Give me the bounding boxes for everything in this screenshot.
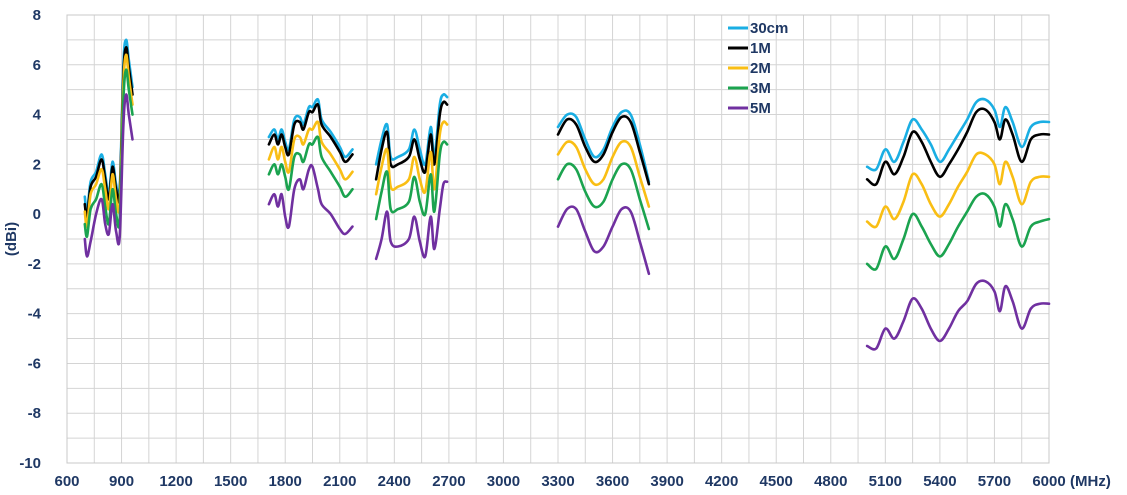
series-line-5m [865, 279, 1051, 351]
plot-area [66, 14, 1050, 464]
x-tick-label: 2100 [323, 473, 356, 490]
x-tick-label: 2400 [378, 473, 411, 490]
legend-label: 5M [750, 100, 771, 117]
y-tick-label: 8 [33, 7, 41, 24]
x-tick-label: 1200 [159, 473, 192, 490]
x-axis-unit-label: (MHz) [1070, 473, 1111, 490]
series-line-2m [83, 53, 134, 229]
y-tick-label: 4 [33, 107, 42, 124]
series-line-3m [267, 135, 354, 198]
y-tick-label: -8 [28, 405, 41, 422]
y-tick-label: 6 [33, 57, 41, 74]
y-tick-label: -4 [28, 306, 42, 323]
y-tick-label: 2 [33, 156, 41, 173]
legend-label: 3M [750, 80, 771, 97]
x-axis-ticks: 600 900 1200 1500 1800 2100 2400 2700 3000 3300 36… [54, 473, 1065, 490]
x-tick-label: 3000 [487, 473, 520, 490]
legend-label: 2M [750, 60, 771, 77]
series-line-2m [556, 139, 651, 208]
series-line-5m [267, 163, 354, 236]
series-line-2m [865, 151, 1051, 229]
x-tick-label: 5100 [869, 473, 902, 490]
series-line-3m [83, 68, 134, 239]
legend-label: 30cm [750, 20, 788, 37]
x-tick-label: 3600 [596, 473, 629, 490]
grid [66, 14, 1050, 464]
y-tick-label: -10 [19, 455, 41, 472]
x-tick-label: 1800 [269, 473, 302, 490]
series-line-5m [83, 93, 134, 258]
series-line-2m [267, 120, 354, 181]
y-tick-label: -2 [28, 256, 41, 273]
x-tick-label: 900 [109, 473, 134, 490]
series-line-3m [556, 162, 651, 231]
series-line-5m [374, 180, 449, 261]
x-tick-label: 4500 [760, 473, 793, 490]
series-line-30cm [556, 109, 651, 184]
x-tick-label: 3300 [541, 473, 574, 490]
x-tick-label: 3900 [650, 473, 683, 490]
series-line-2m [374, 120, 449, 196]
series-line-3m [374, 140, 449, 221]
x-tick-label: 2700 [432, 473, 465, 490]
legend: 30cm 1M 2M 3M 5M [728, 20, 788, 117]
series-line-30cm [374, 93, 449, 167]
x-tick-label: 600 [54, 473, 79, 490]
y-axis-ticks: 8 6 4 2 0 -2 -4 -6 -8 -10 [19, 7, 41, 472]
y-tick-label: 0 [33, 206, 41, 223]
series-line-30cm [267, 97, 354, 159]
y-axis-label: (dBi) [3, 222, 20, 256]
series-line-5m [556, 205, 651, 276]
x-tick-label: 6000 [1032, 473, 1065, 490]
x-tick-label: 4800 [814, 473, 847, 490]
series-line-1m [374, 100, 449, 181]
series-line-1m [267, 102, 354, 164]
x-tick-label: 5700 [978, 473, 1011, 490]
series-lines [83, 38, 1051, 351]
series-line-1m [556, 114, 651, 186]
x-tick-label: 5400 [923, 473, 956, 490]
y-tick-label: -6 [28, 355, 41, 372]
series-line-3m [865, 192, 1051, 271]
series-line-30cm [865, 97, 1051, 172]
legend-label: 1M [750, 40, 771, 57]
series-line-1m [865, 107, 1051, 187]
x-tick-label: 4200 [705, 473, 738, 490]
x-tick-label: 1500 [214, 473, 247, 490]
